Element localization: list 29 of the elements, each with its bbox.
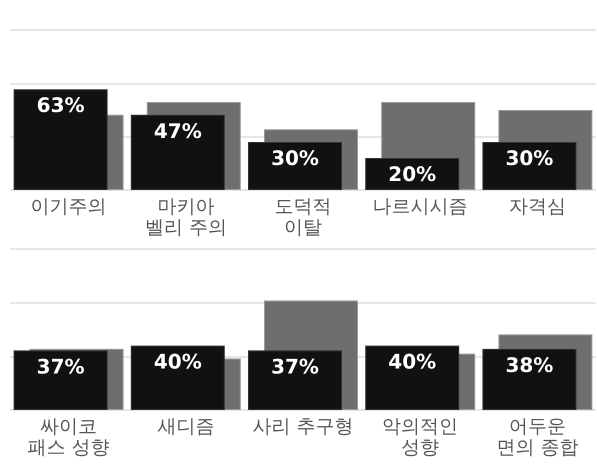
bar — [248, 350, 342, 410]
x-tick-label: 자격심 — [508, 196, 566, 218]
x-tick-label: 나르시시즘 — [372, 196, 468, 218]
bar — [482, 348, 576, 410]
x-tick-label: 어두운 면의 종합 — [496, 416, 578, 458]
bar — [482, 142, 576, 190]
data-label: 37% — [36, 354, 85, 378]
x-tick-label: 사리 추구형 — [252, 416, 354, 438]
x-tick-label: 이기주의 — [30, 196, 107, 218]
bar — [130, 346, 225, 410]
data-label: 38% — [505, 352, 554, 377]
data-label: 20% — [388, 162, 436, 186]
data-label: 30% — [505, 146, 554, 170]
data-label: 30% — [271, 146, 319, 170]
x-tick-label: 싸이코 패스 성향 — [28, 416, 110, 458]
data-label: 40% — [154, 350, 202, 374]
data-label: 40% — [388, 350, 436, 374]
bar — [365, 346, 460, 410]
x-tick-label: 새디즘 — [157, 416, 214, 438]
x-tick-label: 도덕적 이탈 — [274, 196, 332, 238]
x-tick-label: 악의적인 성향 — [382, 416, 458, 458]
x-tick-label: 마키아 벨리 주의 — [144, 196, 227, 238]
data-label: 47% — [154, 118, 202, 143]
bar — [14, 89, 108, 190]
bar — [248, 142, 342, 190]
bar — [130, 114, 225, 190]
data-label: 63% — [36, 93, 85, 118]
bar — [14, 350, 108, 410]
data-label: 37% — [271, 354, 319, 378]
